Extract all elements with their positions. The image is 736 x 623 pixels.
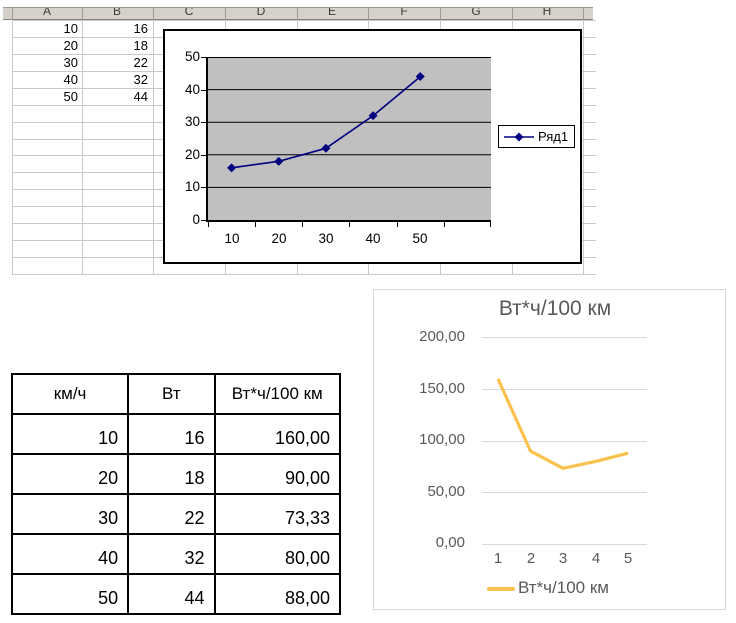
modern-chart-title: Вт*ч/100 км [498, 297, 612, 320]
table-row: 40 32 80,00 [10, 533, 342, 575]
modern-y-tick-0: 0,00 [435, 534, 465, 551]
table-cell[interactable]: 50 [10, 573, 130, 615]
column-header-c[interactable]: C [184, 7, 194, 18]
classic-y-tick-10: 10 [184, 179, 200, 194]
classic-x-tick-40: 40 [365, 231, 381, 246]
cell-a4[interactable]: 40 [63, 72, 78, 87]
table-row: 30 22 73,33 [10, 493, 342, 535]
modern-legend-swatch-icon[interactable] [487, 587, 515, 591]
data-table: км/ч Вт Вт*ч/100 км 10 16 160,00 20 18 9… [10, 373, 342, 615]
classic-chart-series-line [208, 57, 491, 188]
classic-legend-label: Ряд1 [538, 129, 569, 144]
modern-x-tick-4: 4 [591, 550, 601, 567]
table-cell[interactable]: 30 [10, 493, 130, 535]
modern-chart[interactable] [373, 289, 726, 610]
cell-b2[interactable]: 18 [133, 38, 148, 53]
column-header-d[interactable]: D [256, 7, 266, 18]
modern-y-tick-100: 100,00 [419, 431, 465, 448]
classic-chart-legend[interactable]: Ряд1 [498, 125, 575, 148]
column-header-h[interactable]: H [542, 7, 552, 18]
legend-series-marker-icon [504, 132, 534, 141]
cell-b3[interactable]: 22 [133, 55, 148, 70]
cell-a3[interactable]: 30 [63, 55, 78, 70]
modern-legend-label[interactable]: Вт*ч/100 км [518, 578, 609, 597]
classic-x-tick-10: 10 [224, 231, 240, 246]
cell-b1[interactable]: 16 [133, 21, 148, 36]
table-cell[interactable]: 73,33 [213, 493, 342, 535]
table-cell[interactable]: 160,00 [213, 413, 342, 455]
column-header-a[interactable]: A [42, 7, 51, 18]
classic-y-tick-20: 20 [184, 147, 200, 162]
column-header-e[interactable]: E [327, 7, 336, 18]
cell-a2[interactable]: 20 [63, 38, 78, 53]
column-header-bar: A B C D E F G H [3, 7, 593, 20]
modern-x-tick-5: 5 [623, 550, 633, 567]
classic-y-tick-0: 0 [192, 212, 200, 227]
column-header-b[interactable]: B [112, 7, 121, 18]
table-cell[interactable]: 16 [127, 413, 216, 455]
cell-b4[interactable]: 32 [133, 72, 148, 87]
table-header-whkm[interactable]: Вт*ч/100 км [213, 373, 342, 415]
classic-y-tick-30: 30 [184, 114, 200, 129]
modern-x-tick-3: 3 [558, 550, 568, 567]
classic-chart-plot-area [206, 57, 491, 222]
modern-y-tick-200: 200,00 [419, 328, 465, 345]
classic-x-tick-50: 50 [412, 231, 428, 246]
cell-a5[interactable]: 50 [63, 89, 78, 104]
modern-x-tick-1: 1 [493, 550, 503, 567]
classic-y-tick-50: 50 [184, 49, 200, 64]
cell-a1[interactable]: 10 [63, 21, 78, 36]
table-cell[interactable]: 18 [127, 453, 216, 495]
table-row: 10 16 160,00 [10, 413, 342, 455]
classic-x-tick-30: 30 [318, 231, 334, 246]
table-cell[interactable]: 44 [127, 573, 216, 615]
classic-y-tick-40: 40 [184, 82, 200, 97]
table-header-row: км/ч Вт Вт*ч/100 км [10, 373, 342, 415]
table-row: 50 44 88,00 [10, 573, 342, 615]
column-header-g[interactable]: G [471, 7, 481, 18]
modern-x-tick-2: 2 [526, 550, 536, 567]
table-cell[interactable]: 32 [127, 533, 216, 575]
table-row: 20 18 90,00 [10, 453, 342, 495]
table-header-w[interactable]: Вт [127, 373, 216, 415]
table-cell[interactable]: 20 [10, 453, 130, 495]
table-cell[interactable]: 80,00 [213, 533, 342, 575]
modern-y-tick-50: 50,00 [427, 483, 465, 500]
table-cell[interactable]: 40 [10, 533, 130, 575]
table-cell[interactable]: 10 [10, 413, 130, 455]
classic-x-tick-20: 20 [271, 231, 287, 246]
table-header-kmh[interactable]: км/ч [10, 373, 130, 415]
column-header-f[interactable]: F [400, 7, 408, 18]
table-cell[interactable]: 88,00 [213, 573, 342, 615]
cell-b5[interactable]: 44 [133, 89, 148, 104]
table-cell[interactable]: 90,00 [213, 453, 342, 495]
table-cell[interactable]: 22 [127, 493, 216, 535]
modern-y-tick-150: 150,00 [419, 380, 465, 397]
modern-chart-series-line [496, 378, 629, 470]
